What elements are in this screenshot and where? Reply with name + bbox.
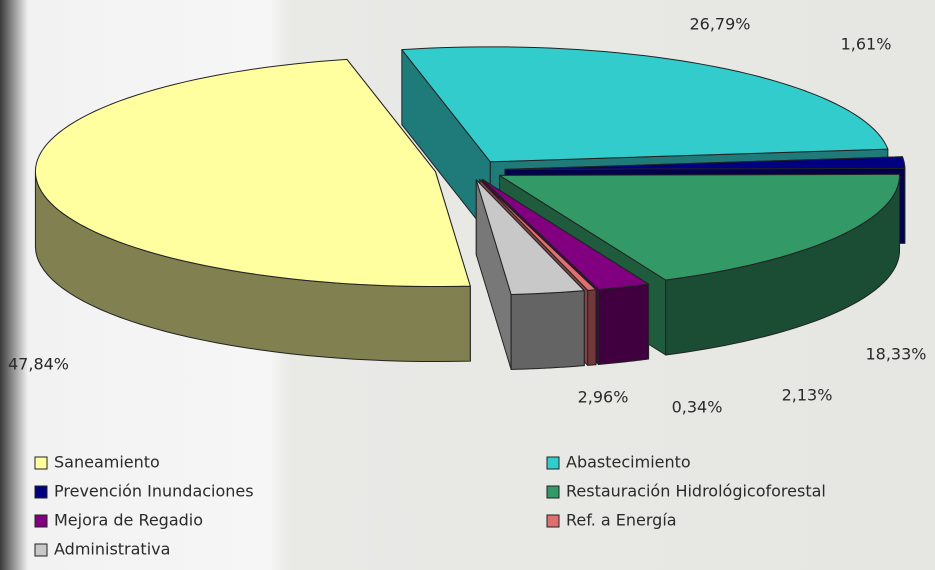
legend-swatch bbox=[35, 457, 47, 469]
data-label: 2,96% bbox=[578, 388, 629, 407]
slice-wall bbox=[511, 291, 584, 370]
data-label: 0,34% bbox=[672, 398, 723, 417]
data-label: 2,13% bbox=[782, 386, 833, 405]
legend-label: Mejora de Regadio bbox=[54, 511, 203, 530]
legend-swatch bbox=[547, 486, 559, 498]
data-label: 47,84% bbox=[8, 355, 69, 374]
legend-label: Saneamiento bbox=[54, 453, 160, 472]
legend-label: Restauración Hidrológicoforestal bbox=[566, 482, 826, 501]
legend-label: Ref. a Energía bbox=[566, 511, 677, 530]
legend-label: Abastecimiento bbox=[566, 453, 691, 472]
legend-swatch bbox=[35, 486, 47, 498]
data-label: 18,33% bbox=[865, 345, 926, 364]
legend-label: Administrativa bbox=[54, 540, 170, 559]
legend-swatch bbox=[35, 515, 47, 527]
legend-swatch bbox=[547, 515, 559, 527]
slice-wall bbox=[588, 290, 596, 366]
legend-label: Prevención Inundaciones bbox=[54, 482, 254, 501]
legend-swatch bbox=[547, 457, 559, 469]
legend-swatch bbox=[35, 544, 47, 556]
data-label: 1,61% bbox=[841, 35, 892, 54]
chart: 47,84% 26,79% 1,61% 18,33% 2,13% 0,34% 2,96% Sa… bbox=[0, 0, 935, 570]
slice-wall bbox=[599, 284, 649, 364]
data-label: 26,79% bbox=[689, 15, 750, 34]
screen: 47,84% 26,79% 1,61% 18,33% 2,13% 0,34% 2,96% Sa… bbox=[0, 0, 935, 570]
